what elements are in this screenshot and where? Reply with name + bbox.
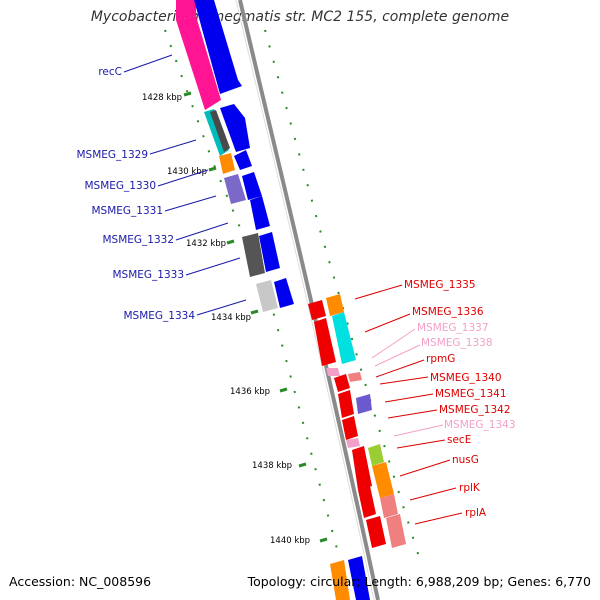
right-leader-lines: [354, 284, 463, 525]
gene-arrow-1340: [334, 374, 350, 392]
gene-arrow-recC: [194, 0, 242, 94]
gene-arrow-rplA: [366, 516, 386, 548]
gene-arrow-rplK: [358, 486, 376, 518]
gene-label-MSMEG_1330[interactable]: MSMEG_1330: [84, 180, 156, 192]
gene-arrow-1335: [308, 300, 326, 320]
accession-text: Accession: NC_008596: [9, 574, 152, 589]
gene-label-recC[interactable]: recC: [98, 66, 122, 78]
gene-block-1337-cog: [326, 368, 340, 376]
gene-label-MSMEG_1333[interactable]: MSMEG_1333: [112, 269, 184, 281]
tick-label-1434: 1434 kbp: [211, 313, 251, 323]
gene-block-rplK-cog: [380, 494, 398, 518]
gene-label-rplK[interactable]: rplK: [459, 482, 481, 494]
tick-label-1438: 1438 kbp: [252, 461, 292, 471]
gene-label-MSMEG_1336[interactable]: MSMEG_1336: [412, 306, 484, 318]
gene-block-1333-cog: [242, 233, 265, 277]
gene-label-MSMEG_1343[interactable]: MSMEG_1343: [444, 419, 516, 431]
gene-arrow-1329: [220, 104, 250, 152]
gene-label-rpmG[interactable]: rpmG: [426, 353, 455, 365]
gene-arrow-1332: [250, 196, 270, 230]
gene-block-1336-cog: [332, 312, 356, 364]
gene-label-MSMEG_1338[interactable]: MSMEG_1338: [421, 337, 493, 349]
tick-label-1428: 1428 kbp: [142, 93, 182, 103]
gene-arrow-nusG: [352, 446, 372, 490]
gene-label-MSMEG_1329[interactable]: MSMEG_1329: [76, 149, 148, 161]
gene-label-nusG[interactable]: nusG: [452, 454, 479, 466]
gene-block-bottom-cog: [330, 560, 350, 600]
gene-arrow-bottom: [348, 556, 370, 600]
gene-arrow-1336: [314, 318, 336, 366]
gene-block-rpmG-cog: [348, 372, 362, 382]
gene-arrow-1333: [259, 232, 280, 272]
tick-label-1440: 1440 kbp: [270, 536, 310, 546]
gene-label-secE[interactable]: secE: [447, 434, 471, 446]
gene-label-MSMEG_1342[interactable]: MSMEG_1342: [439, 404, 511, 416]
gene-block-1331-cog: [224, 174, 246, 204]
gene-block-1335-cog: [326, 294, 344, 316]
gene-label-MSMEG_1334[interactable]: MSMEG_1334: [123, 310, 195, 322]
left-gene-blocks: [176, 0, 278, 312]
genome-backbone: [238, 0, 380, 600]
tick-marks: [183, 91, 328, 543]
gene-block-1330-cog: [219, 153, 235, 174]
gene-arrow-1334: [274, 278, 294, 308]
genome-summary-text: Topology: circular; Length: 6,988,209 bp…: [247, 574, 591, 589]
gene-block-recC-cog: [176, 16, 221, 110]
tick-label-1436: 1436 kbp: [230, 387, 270, 397]
gene-block-1343-cog: [346, 438, 360, 448]
gene-label-MSMEG_1340[interactable]: MSMEG_1340: [430, 372, 502, 384]
gene-block-rplA-cog: [386, 514, 406, 548]
gene-label-MSMEG_1335[interactable]: MSMEG_1335: [404, 279, 476, 291]
reverse-strand-genes: [308, 300, 386, 548]
gene-block-1341-cog: [356, 394, 372, 414]
gene-arrow-1330: [234, 150, 252, 170]
gene-label-MSMEG_1331[interactable]: MSMEG_1331: [91, 205, 163, 217]
gene-arrow-1342: [342, 416, 358, 440]
gene-block-nusG-cog: [372, 462, 394, 498]
tick-label-1430: 1430 kbp: [167, 167, 207, 177]
left-leader-lines: [123, 54, 247, 316]
gene-label-MSMEG_1337[interactable]: MSMEG_1337: [417, 322, 489, 334]
forward-strand-genes: [194, 0, 294, 308]
gene-label-MSMEG_1341[interactable]: MSMEG_1341: [435, 388, 507, 400]
gene-block-secE-cog: [368, 444, 384, 466]
gene-arrow-1341: [338, 390, 354, 418]
gene-label-MSMEG_1332[interactable]: MSMEG_1332: [102, 234, 174, 246]
gene-block-1334-cog: [256, 280, 278, 312]
gene-label-rplA[interactable]: rplA: [465, 507, 487, 519]
right-gene-blocks: [326, 294, 406, 548]
gene-arrow-1331: [242, 172, 262, 200]
tick-label-1432: 1432 kbp: [186, 239, 226, 249]
